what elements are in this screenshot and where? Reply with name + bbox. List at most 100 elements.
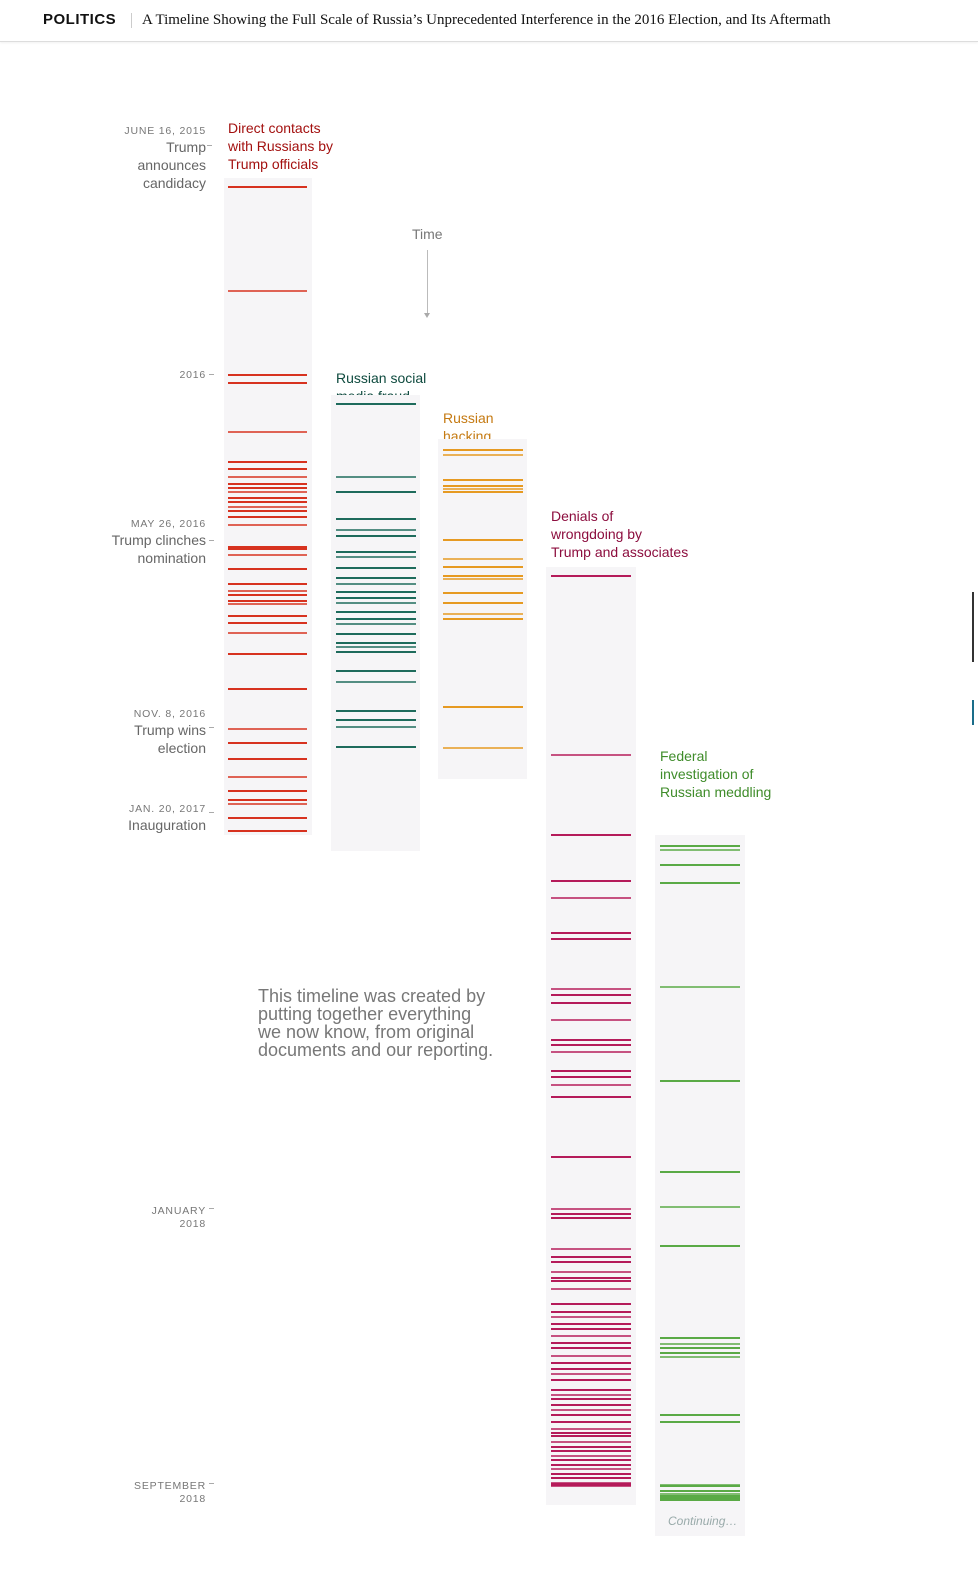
event-line[interactable] — [336, 622, 416, 625]
event-line[interactable] — [551, 1095, 631, 1098]
event-line[interactable] — [551, 1315, 631, 1318]
event-line[interactable] — [443, 574, 523, 577]
event-line[interactable] — [228, 505, 307, 508]
event-line[interactable] — [660, 985, 740, 988]
event-line[interactable] — [551, 574, 631, 577]
event-line[interactable] — [551, 1323, 631, 1326]
event-line[interactable] — [443, 454, 523, 457]
event-line[interactable] — [551, 1403, 631, 1406]
event-line[interactable] — [336, 491, 416, 494]
event-line[interactable] — [551, 1355, 631, 1358]
event-line[interactable] — [660, 848, 740, 851]
event-line[interactable] — [660, 1245, 740, 1248]
event-line[interactable] — [228, 830, 307, 833]
event-line[interactable] — [660, 1205, 740, 1208]
event-line[interactable] — [336, 642, 416, 645]
event-line[interactable] — [228, 475, 307, 478]
event-line[interactable] — [551, 1468, 631, 1471]
event-line[interactable] — [228, 632, 307, 634]
event-line[interactable] — [443, 478, 523, 481]
event-line[interactable] — [228, 496, 307, 499]
event-line[interactable] — [551, 1212, 631, 1215]
event-line[interactable] — [551, 1288, 631, 1291]
event-line[interactable] — [228, 816, 307, 819]
event-line[interactable] — [660, 1342, 740, 1345]
event-line[interactable] — [443, 706, 523, 709]
event-line[interactable] — [443, 448, 523, 451]
event-line[interactable] — [228, 594, 307, 597]
event-line[interactable] — [551, 1347, 631, 1350]
event-line[interactable] — [336, 745, 416, 748]
event-line[interactable] — [551, 1484, 631, 1487]
event-line[interactable] — [660, 1347, 740, 1350]
event-line[interactable] — [443, 491, 523, 494]
event-line[interactable] — [551, 1277, 631, 1280]
event-line[interactable] — [660, 1171, 740, 1174]
event-line[interactable] — [228, 603, 307, 606]
event-line[interactable] — [228, 688, 307, 691]
event-line[interactable] — [228, 652, 307, 655]
event-line[interactable] — [551, 1271, 631, 1274]
event-line[interactable] — [660, 1493, 740, 1496]
event-line[interactable] — [551, 1255, 631, 1258]
event-line[interactable] — [660, 1413, 740, 1416]
event-line[interactable] — [551, 988, 631, 991]
event-line[interactable] — [336, 725, 416, 728]
event-line[interactable] — [336, 611, 416, 614]
event-line[interactable] — [443, 487, 523, 490]
event-line[interactable] — [551, 1378, 631, 1381]
event-line[interactable] — [443, 578, 523, 581]
event-line[interactable] — [443, 618, 523, 621]
event-line[interactable] — [228, 510, 307, 513]
event-line[interactable] — [228, 775, 307, 778]
event-line[interactable] — [551, 1361, 631, 1364]
event-line[interactable] — [336, 475, 416, 478]
event-line[interactable] — [228, 789, 307, 792]
event-line[interactable] — [336, 633, 416, 636]
event-line[interactable] — [336, 534, 416, 537]
event-line[interactable] — [336, 709, 416, 712]
event-line[interactable] — [443, 746, 523, 749]
event-line[interactable] — [336, 669, 416, 672]
event-line[interactable] — [551, 1069, 631, 1072]
event-line[interactable] — [551, 1450, 631, 1453]
event-line[interactable] — [551, 1409, 631, 1412]
event-line[interactable] — [443, 539, 523, 542]
event-line[interactable] — [228, 621, 307, 624]
event-line[interactable] — [551, 1280, 631, 1283]
event-line[interactable] — [228, 523, 307, 526]
event-line[interactable] — [228, 567, 307, 570]
event-line[interactable] — [228, 515, 307, 518]
event-line[interactable] — [551, 1463, 631, 1466]
event-line[interactable] — [551, 1019, 631, 1022]
event-line[interactable] — [551, 1481, 631, 1484]
event-line[interactable] — [551, 753, 631, 756]
event-line[interactable] — [551, 1398, 631, 1401]
event-line[interactable] — [336, 681, 416, 684]
event-line[interactable] — [551, 1341, 631, 1344]
event-line[interactable] — [336, 556, 416, 559]
event-line[interactable] — [551, 1367, 631, 1370]
event-line[interactable] — [551, 1445, 631, 1448]
event-line[interactable] — [660, 1494, 740, 1497]
event-line[interactable] — [228, 289, 307, 292]
event-line[interactable] — [551, 896, 631, 899]
event-line[interactable] — [551, 1389, 631, 1392]
event-line[interactable] — [551, 1217, 631, 1220]
event-line[interactable] — [551, 1432, 631, 1435]
event-line[interactable] — [228, 582, 307, 585]
event-line[interactable] — [660, 1337, 740, 1339]
event-line[interactable] — [551, 1208, 631, 1210]
event-line[interactable] — [228, 374, 307, 376]
event-line[interactable] — [660, 1498, 740, 1501]
event-line[interactable] — [551, 879, 631, 882]
event-line[interactable] — [336, 518, 416, 521]
event-line[interactable] — [336, 645, 416, 648]
event-line[interactable] — [551, 1334, 631, 1337]
event-line[interactable] — [228, 461, 307, 464]
event-line[interactable] — [551, 1420, 631, 1423]
event-line[interactable] — [551, 1373, 631, 1376]
event-line[interactable] — [336, 566, 416, 569]
section-label[interactable]: POLITICS — [43, 11, 117, 28]
event-line[interactable] — [551, 1310, 631, 1313]
